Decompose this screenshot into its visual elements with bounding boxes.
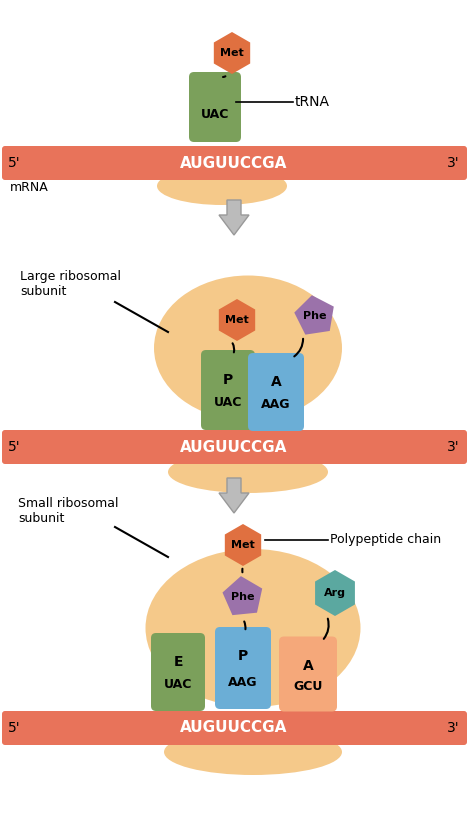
Text: E: E	[173, 655, 183, 669]
Ellipse shape	[145, 549, 361, 707]
Ellipse shape	[168, 451, 328, 493]
Text: 5': 5'	[8, 721, 21, 735]
Text: 5': 5'	[8, 156, 21, 170]
Ellipse shape	[164, 729, 342, 775]
Text: tRNA: tRNA	[295, 95, 330, 109]
Text: P: P	[223, 373, 233, 387]
Polygon shape	[225, 524, 261, 566]
Text: Phe: Phe	[231, 592, 255, 602]
Text: AUGUUCCGA: AUGUUCCGA	[180, 156, 287, 170]
Text: Small ribosomal
subunit: Small ribosomal subunit	[18, 497, 119, 525]
Text: 3': 3'	[447, 721, 460, 735]
Polygon shape	[219, 299, 255, 341]
Polygon shape	[294, 295, 334, 335]
Polygon shape	[315, 570, 355, 616]
FancyBboxPatch shape	[2, 430, 467, 464]
Text: Large ribosomal
subunit: Large ribosomal subunit	[20, 270, 121, 298]
Text: AUGUUCCGA: AUGUUCCGA	[180, 720, 287, 735]
FancyBboxPatch shape	[2, 146, 467, 180]
Text: mRNA: mRNA	[10, 181, 49, 194]
Text: Polypeptide chain: Polypeptide chain	[330, 534, 441, 547]
Text: A: A	[271, 375, 281, 389]
Text: UAC: UAC	[164, 677, 192, 690]
Text: UAC: UAC	[201, 108, 229, 121]
Text: A: A	[303, 659, 313, 673]
Text: 3': 3'	[447, 156, 460, 170]
Text: GCU: GCU	[293, 680, 323, 693]
Text: 3': 3'	[447, 440, 460, 454]
Polygon shape	[222, 576, 262, 615]
Polygon shape	[219, 478, 249, 513]
Text: Met: Met	[220, 48, 244, 58]
Text: P: P	[238, 649, 248, 663]
Text: Met: Met	[225, 315, 249, 325]
Polygon shape	[219, 200, 249, 235]
Text: AUGUUCCGA: AUGUUCCGA	[180, 439, 287, 455]
Text: AAG: AAG	[261, 398, 291, 411]
Polygon shape	[214, 32, 250, 74]
Text: UAC: UAC	[214, 395, 242, 408]
FancyBboxPatch shape	[279, 637, 337, 711]
Ellipse shape	[157, 167, 287, 205]
FancyBboxPatch shape	[248, 353, 304, 431]
FancyBboxPatch shape	[2, 711, 467, 745]
FancyBboxPatch shape	[151, 633, 205, 711]
Text: AAG: AAG	[228, 676, 258, 689]
FancyBboxPatch shape	[201, 350, 255, 430]
FancyBboxPatch shape	[215, 627, 271, 709]
Text: 5': 5'	[8, 440, 21, 454]
Text: Met: Met	[231, 540, 255, 550]
Text: Arg: Arg	[324, 588, 346, 598]
Ellipse shape	[154, 275, 342, 421]
Text: Phe: Phe	[303, 311, 327, 321]
FancyBboxPatch shape	[189, 72, 241, 142]
